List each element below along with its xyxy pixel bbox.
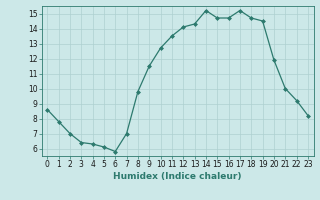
- X-axis label: Humidex (Indice chaleur): Humidex (Indice chaleur): [113, 172, 242, 181]
